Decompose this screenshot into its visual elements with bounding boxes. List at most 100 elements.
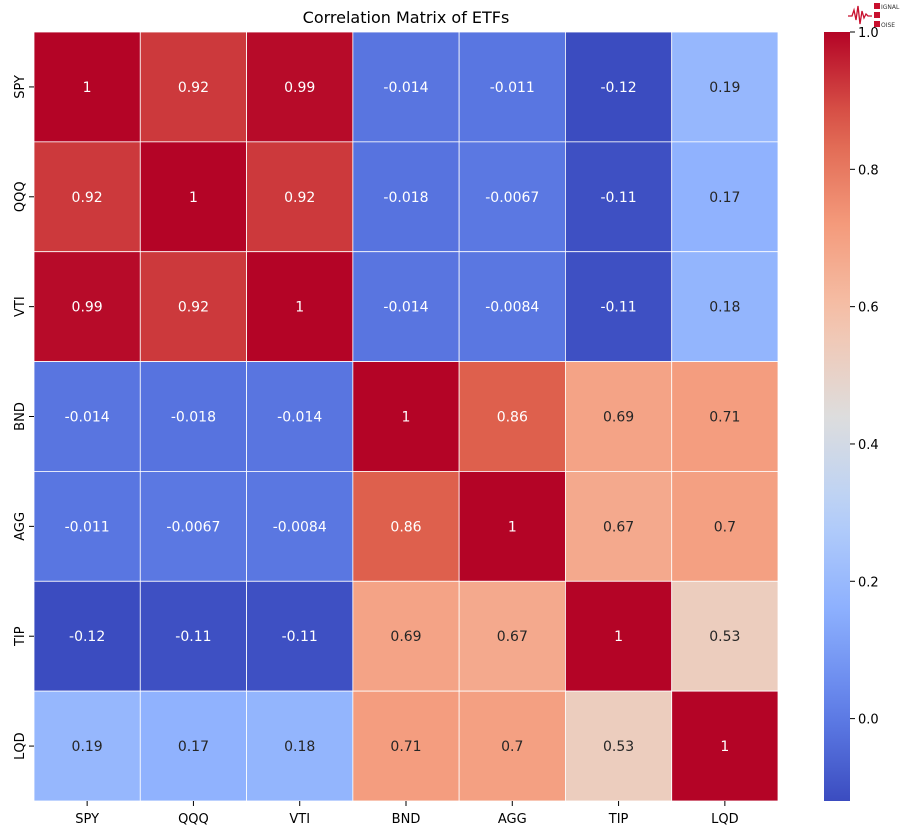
y-tick-label: VTI	[13, 296, 28, 317]
cell-annotation: -0.018	[383, 190, 428, 206]
heatmap-cell	[33, 251, 141, 362]
heatmap-cell	[565, 690, 673, 802]
heatmap-cell	[565, 361, 673, 472]
cell-annotation: 0.53	[603, 739, 634, 755]
x-tick-label: AGG	[498, 812, 527, 827]
y-tick-label: SPY	[13, 75, 28, 99]
heatmap-cell	[565, 31, 673, 143]
x-tick-label: SPY	[75, 812, 99, 827]
cell-annotation: 0.99	[284, 80, 315, 96]
svg-text:IGNAL: IGNAL	[881, 4, 900, 11]
cell-annotation: 0.86	[497, 410, 528, 426]
x-tick-label: TIP	[608, 812, 629, 827]
x-tick-label: VTI	[289, 812, 310, 827]
heatmap-cell	[246, 251, 354, 362]
heatmap-cell	[458, 251, 566, 362]
cell-annotation: 0.99	[72, 300, 103, 316]
heatmap-cell	[246, 471, 354, 582]
heatmap-cell	[246, 580, 354, 692]
cell-annotation: -0.018	[171, 410, 216, 426]
cell-annotation: -0.12	[69, 629, 105, 645]
y-tick-label: AGG	[13, 512, 28, 541]
x-tick-label: BND	[392, 812, 421, 827]
heatmap-cell	[352, 31, 460, 143]
cell-annotation: 0.69	[603, 410, 634, 426]
heatmap-cell	[352, 361, 460, 472]
heatmap-cell	[671, 251, 779, 362]
cell-annotation: -0.0067	[166, 519, 220, 535]
heatmap-cell	[139, 580, 247, 692]
cell-annotation: -0.11	[282, 629, 318, 645]
colorbar-tick-label: 0.6	[858, 301, 879, 316]
cell-annotation: 0.92	[284, 190, 315, 206]
heatmap-cell	[671, 580, 779, 692]
heatmap-cell	[33, 31, 141, 143]
colorbar-tick-label: 0.2	[858, 575, 879, 590]
heatmap-cell	[458, 580, 566, 692]
x-tick-label: LQD	[711, 812, 739, 827]
cell-annotation: 0.19	[709, 80, 740, 96]
heatmap-cell	[33, 690, 141, 802]
heatmap-cell	[33, 141, 141, 253]
heatmap-cell	[458, 141, 566, 253]
cell-annotation: 0.19	[72, 739, 103, 755]
cell-annotation: 1	[295, 300, 304, 316]
cell-annotation: 0.7	[714, 519, 736, 535]
x-tick-label: QQQ	[178, 812, 209, 827]
cell-annotation: 0.18	[284, 739, 315, 755]
chart-title: Correlation Matrix of ETFs	[303, 8, 510, 27]
cell-annotation: -0.014	[65, 410, 110, 426]
cell-annotation: 1	[508, 519, 517, 535]
cell-annotation: 0.17	[709, 190, 740, 206]
heatmap-cell	[33, 471, 141, 582]
heatmap-cell	[139, 361, 247, 472]
heatmap-cell	[458, 690, 566, 802]
cell-annotation: 0.92	[72, 190, 103, 206]
heatmap-cell	[139, 31, 247, 143]
heatmap-cell	[246, 141, 354, 253]
heatmap-cell	[671, 141, 779, 253]
y-tick-label: QQQ	[13, 181, 28, 212]
cell-annotation: -0.011	[65, 519, 110, 535]
cell-annotation: 0.17	[178, 739, 209, 755]
cell-annotation: -0.0084	[273, 519, 327, 535]
heatmap-cell	[33, 361, 141, 472]
heatmap-cell	[671, 471, 779, 582]
cell-annotation: 0.92	[178, 80, 209, 96]
cell-annotation: 0.7	[501, 739, 523, 755]
heatmap-cell	[671, 690, 779, 802]
cell-annotation: 1	[83, 80, 92, 96]
cell-annotation: -0.0084	[485, 300, 539, 316]
cell-annotation: 1	[402, 410, 411, 426]
cell-annotation: 0.92	[178, 300, 209, 316]
cell-annotation: -0.014	[277, 410, 322, 426]
cell-annotation: 0.86	[390, 519, 421, 535]
cell-annotation: -0.11	[600, 300, 636, 316]
heatmap-cell	[33, 580, 141, 692]
heatmap-cell	[458, 31, 566, 143]
cell-annotation: 0.18	[709, 300, 740, 316]
cell-annotation: -0.0067	[485, 190, 539, 206]
cell-annotation: 0.53	[709, 629, 740, 645]
cell-annotation: -0.014	[383, 300, 428, 316]
colorbar-tick-label: 0.0	[858, 713, 879, 728]
cell-annotation: 1	[614, 629, 623, 645]
colorbar-tick-label: 0.8	[858, 163, 879, 178]
heatmap-cell	[565, 471, 673, 582]
svg-text:OISE: OISE	[881, 22, 895, 29]
cell-annotation: 0.71	[390, 739, 421, 755]
heatmap-cell	[352, 580, 460, 692]
heatmap-cell	[352, 251, 460, 362]
cell-annotation: 0.67	[497, 629, 528, 645]
heatmap-cell	[352, 690, 460, 802]
heatmap-cell	[139, 251, 247, 362]
y-tick-label: BND	[13, 402, 28, 431]
cell-annotation: -0.12	[600, 80, 636, 96]
signal-2-noise-logo: IGNAL OISE	[848, 2, 904, 30]
y-tick-label: TIP	[13, 626, 28, 647]
cell-annotation: 0.67	[603, 519, 634, 535]
cell-annotation: -0.11	[175, 629, 211, 645]
cell-annotation: -0.011	[490, 80, 535, 96]
